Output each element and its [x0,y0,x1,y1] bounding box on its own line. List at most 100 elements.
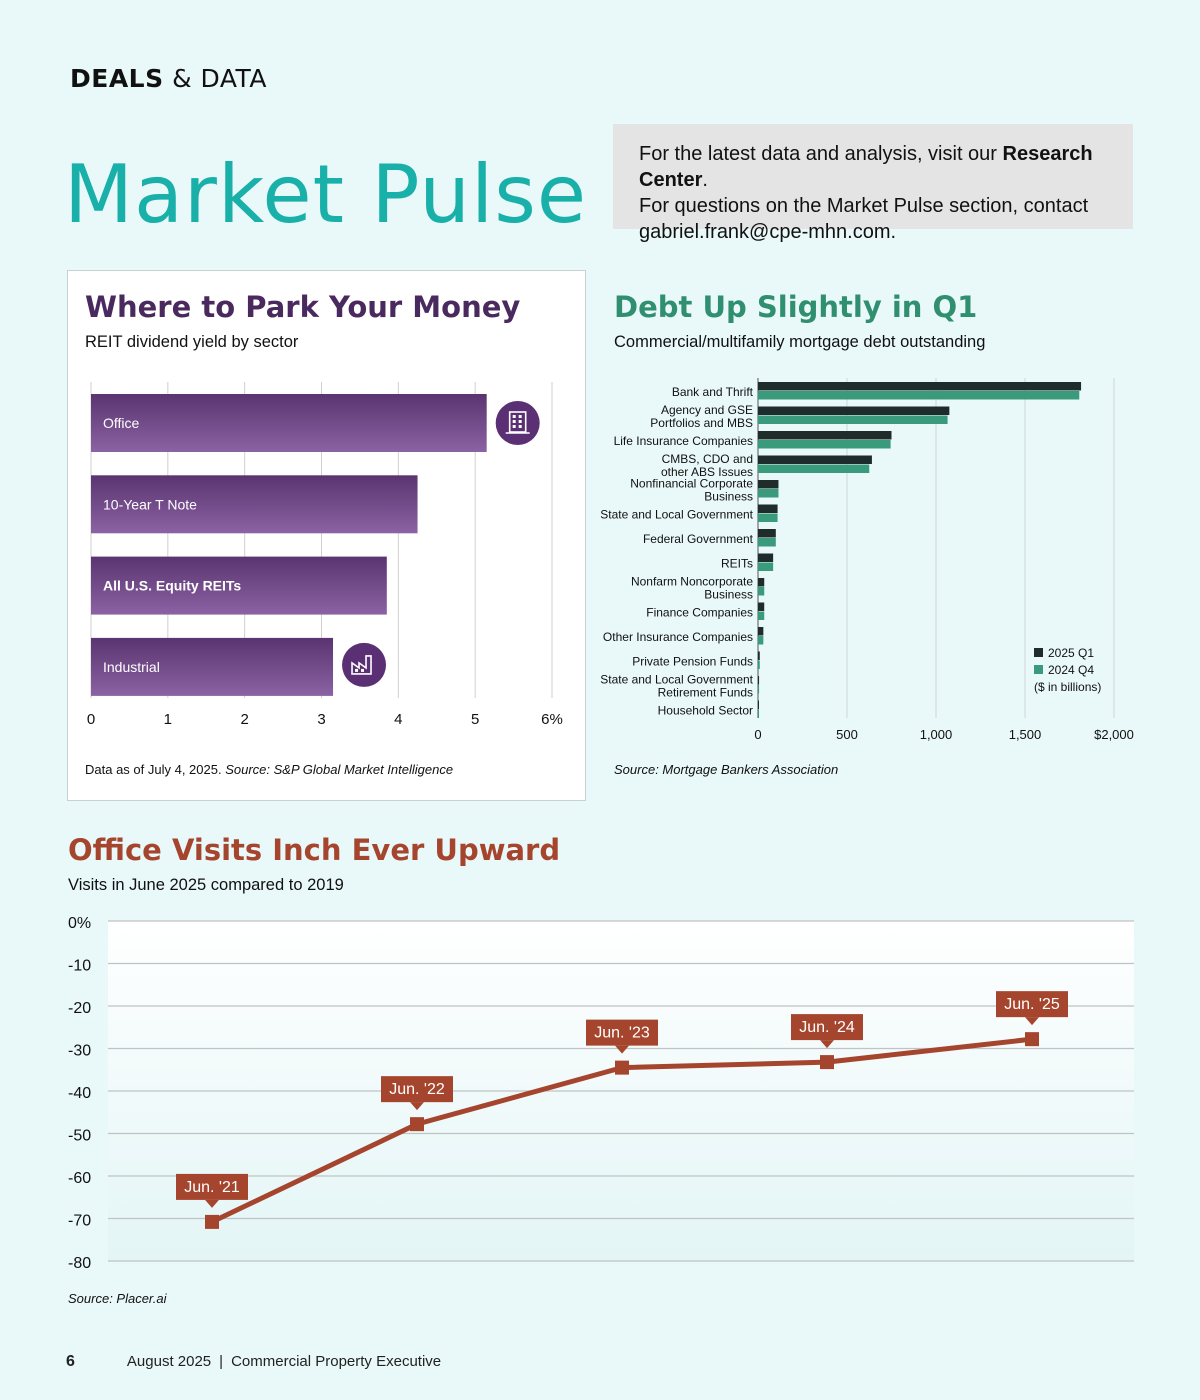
category-label-line: other ABS Issues [661,465,753,479]
y-tick-label: -60 [68,1170,91,1187]
office-building-icon-window [512,415,516,418]
category-label-line: State and Local Government [600,673,753,687]
chart1-source: Data as of July 4, 2025. Source: S&P Glo… [85,762,453,777]
bar-2025-q1 [758,504,778,513]
data-point [820,1055,834,1070]
point-label-pointer [1025,1017,1039,1026]
category-label-line: State and Local Government [600,508,753,522]
data-point [205,1214,219,1229]
category-label: Federal Government [643,532,754,546]
bar-2024-q4 [758,709,759,718]
x-tick-label: 1,000 [920,727,953,742]
footer-divider: | [219,1353,224,1370]
bar-2025-q1 [758,431,892,440]
x-tick-label: 500 [836,727,858,742]
point-label: Jun. '23 [594,1025,650,1042]
category-label: Private Pension Funds [632,655,753,669]
chart3-title: Office Visits Inch Ever Upward [68,833,561,867]
section-label-bold: DEALS [70,64,164,93]
category-label-line: Retirement Funds [658,686,753,700]
bar-label: Office [103,415,140,431]
category-label: Nonfinancial Corporate Business [630,477,753,504]
page-number: 6 [66,1353,75,1370]
email-link[interactable]: gabriel.frank@cpe-mhn.com. [639,221,897,243]
factory-icon-window [361,668,365,672]
y-tick-label: -70 [68,1213,91,1230]
category-label: Nonfarm Noncorporate Business [631,575,753,602]
y-tick-label: -50 [68,1128,91,1145]
section-label: DEALS & DATA [70,64,267,93]
bar-2025-q1 [758,676,760,685]
category-label: Life Insurance Companies [614,434,753,448]
bar-2025-q1 [758,382,1082,391]
y-tick-label: -80 [68,1255,91,1272]
x-tick-label: 5 [471,711,479,728]
category-label: Other Insurance Companies [603,630,753,644]
page-footer: 6 August 2025 | Commercial Property Executi… [66,1353,441,1371]
point-label-box [791,1014,863,1041]
point-label-box [586,1019,658,1046]
point-label-box [996,991,1068,1018]
category-label-line: CMBS, CDO and [662,452,753,466]
bar [91,556,387,615]
legend-label: 2025 Q1 [1048,646,1094,660]
bar [91,475,418,534]
point-label-pointer [410,1102,424,1111]
office-building-icon-window [518,415,522,418]
bar-2025-q1 [758,529,776,538]
category-label-line: Business [704,588,753,602]
bar-2024-q4 [758,538,776,547]
chart2-title: Debt Up Slightly in Q1 [614,290,978,324]
chart1-source-date: Data as of July 4, 2025. [85,762,226,777]
info-text: For the latest data and analysis, visit … [639,143,1003,165]
data-point [615,1060,629,1075]
issue-date: August 2025 [126,1353,212,1370]
office-building-icon-window [518,425,522,428]
point-label: Jun. '21 [184,1179,240,1196]
office-building-icon-outline [508,411,527,433]
bar-2025-q1 [758,651,760,660]
bar-2024-q4 [758,685,760,694]
bar-2024-q4 [758,587,765,596]
point-label-pointer [205,1199,219,1208]
bar-2025-q1 [758,553,774,562]
bar [91,394,487,452]
bar-2025-q1 [758,480,779,489]
factory-icon-outline [351,655,372,675]
bar-2024-q4 [758,611,765,620]
info-line-1: For the latest data and analysis, visit … [639,141,1107,193]
bar-2025-q1 [758,406,950,415]
chart3-source: Source: Placer.ai [68,1291,167,1306]
y-tick-label: -10 [68,958,91,975]
bar-2024-q4 [758,562,774,571]
bar-2024-q4 [758,440,891,449]
x-tick-label: 6% [541,711,563,728]
category-label: Finance Companies [646,606,753,620]
section-label-rest: & DATA [163,64,267,93]
bar-2024-q4 [758,513,778,522]
category-label-line: Business [704,490,753,504]
factory-icon-circle [342,642,387,687]
y-tick-label: -20 [68,1000,91,1017]
factory-icon-window [355,668,359,672]
bar-2024-q4 [758,636,764,645]
y-tick-label: -40 [68,1085,91,1102]
x-tick-label: 0 [754,727,761,742]
bar-2024-q4 [758,489,779,498]
chart1-source-name: Source: S&P Global Market Intelligence [225,762,454,777]
category-label-line: Household Sector [658,704,753,718]
chart2-subtitle: Commercial/multifamily mortgage debt out… [614,333,986,351]
bar-label: All U.S. Equity REITs [103,578,241,594]
data-point [1025,1032,1039,1047]
category-label: State and Local Government [600,508,753,522]
research-center-link[interactable]: Research Center [639,143,1093,191]
chart1-title: Where to Park Your Money [85,290,521,324]
category-label: REITs [721,557,753,571]
category-label-line: Finance Companies [646,606,753,620]
category-label-line: Other Insurance Companies [603,630,753,644]
point-label: Jun. '22 [389,1081,445,1098]
page-title: Market Pulse [64,148,588,241]
info-line-2: For questions on the Market Pulse sectio… [639,195,1089,217]
office-building-icon-window [512,425,516,428]
chart2-source: Source: Mortgage Bankers Association [614,762,839,777]
